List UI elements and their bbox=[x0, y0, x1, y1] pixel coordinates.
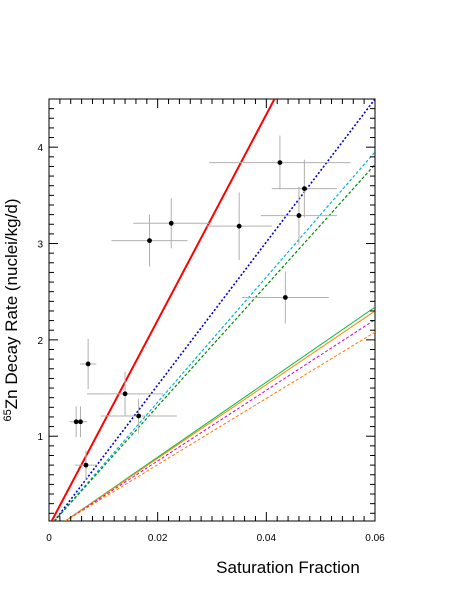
data-point-9 bbox=[236, 223, 242, 229]
data-point-11 bbox=[282, 295, 288, 300]
data-point-4 bbox=[85, 361, 91, 367]
y-tick-label: 4 bbox=[37, 143, 43, 154]
tick-labels: 0 0.02 0.04 0.06 1 2 3 4 bbox=[37, 143, 385, 544]
data-point-8 bbox=[168, 220, 174, 226]
y-tick-label: 1 bbox=[37, 432, 43, 443]
data-point-1 bbox=[73, 419, 79, 425]
data-point-5 bbox=[122, 391, 128, 397]
fit-lines bbox=[50, 99, 375, 521]
x-tick-label: 0.02 bbox=[148, 533, 168, 544]
x-axis-title: Saturation Fraction bbox=[216, 558, 360, 577]
fit-line-2 bbox=[53, 99, 375, 521]
x-tick-label: 0 bbox=[46, 533, 52, 544]
data-point-3 bbox=[83, 462, 89, 468]
fit-line-8 bbox=[65, 331, 375, 521]
data-point-7 bbox=[147, 238, 152, 244]
y-axis-title-text: Zn Decay Rate (nuclei/kg/d) bbox=[2, 199, 21, 410]
fit-line-1 bbox=[50, 99, 276, 521]
y-tick-label: 3 bbox=[37, 240, 43, 251]
y-axis-title-superscript: 65 bbox=[2, 409, 14, 421]
data-point-12 bbox=[296, 213, 302, 218]
data-point-10 bbox=[277, 160, 283, 165]
data-point-6 bbox=[136, 413, 142, 419]
fit-line-7 bbox=[65, 319, 375, 521]
x-tick-label: 0.04 bbox=[257, 533, 277, 544]
y-tick-label: 2 bbox=[37, 336, 43, 347]
fit-line-5 bbox=[65, 306, 375, 521]
axis-ticks bbox=[48, 98, 376, 521]
data-point-13 bbox=[301, 186, 307, 192]
fit-line-6 bbox=[65, 310, 375, 521]
fit-line-3 bbox=[53, 151, 375, 521]
data-points bbox=[73, 160, 307, 468]
y-axis-title: 65Zn Decay Rate (nuclei/kg/d) bbox=[2, 199, 21, 422]
x-tick-label: 0.06 bbox=[365, 533, 385, 544]
data-point-2 bbox=[78, 419, 83, 425]
